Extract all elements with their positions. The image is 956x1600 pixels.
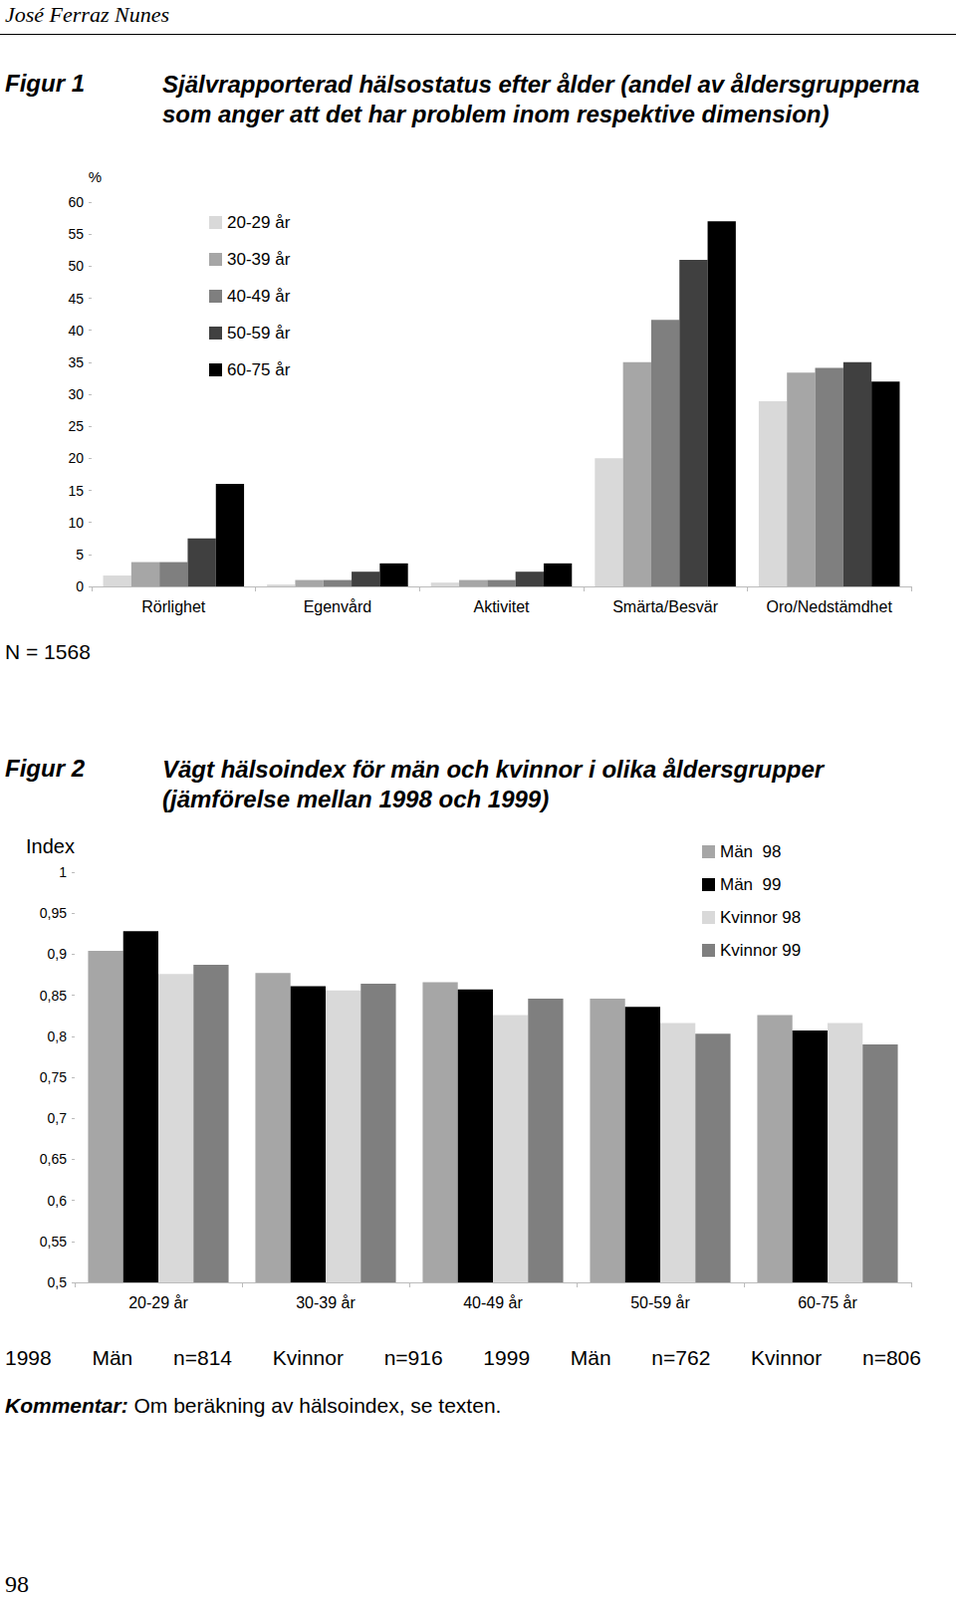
svg-text:40-49 år: 40-49 år	[463, 1294, 523, 1312]
svg-text:0,7: 0,7	[47, 1110, 68, 1127]
svg-text:0: 0	[75, 578, 84, 595]
html-text:n=814: n=814	[173, 1346, 233, 1370]
svg-text:0,6: 0,6	[47, 1193, 68, 1209]
svg-text:25: 25	[67, 418, 84, 435]
html-text:Män: Män	[92, 1346, 133, 1370]
html-text:n=916: n=916	[383, 1346, 443, 1370]
svg-text:0,5: 0,5	[47, 1274, 68, 1291]
svg-text:20-29 år: 20-29 år	[227, 213, 291, 233]
svg-text:20-29 år: 20-29 år	[128, 1294, 189, 1312]
svg-text:0,75: 0,75	[39, 1069, 67, 1086]
svg-text:30-39 år: 30-39 år	[227, 249, 291, 269]
html-text:1999: 1999	[483, 1346, 530, 1370]
svg-text:Egenvård: Egenvård	[303, 598, 373, 616]
svg-text:30-39 år: 30-39 år	[295, 1294, 356, 1312]
html-text:Självrapporterad hälsostatus e: Självrapporterad hälsostatus efter ålder…	[162, 70, 920, 128]
svg-text:40: 40	[67, 322, 84, 339]
svg-text:50: 50	[67, 257, 84, 274]
svg-text:55: 55	[67, 226, 84, 242]
html-text:n=806: n=806	[862, 1346, 922, 1370]
svg-text:%: %	[88, 169, 102, 186]
svg-text:60: 60	[67, 194, 84, 211]
svg-text:20: 20	[67, 450, 84, 467]
html-text:Figur 2: Figur 2	[4, 754, 85, 782]
svg-text:60-75 år: 60-75 år	[227, 360, 291, 380]
html-text:98: 98	[4, 1571, 29, 1598]
svg-text:45: 45	[67, 290, 84, 307]
html-text:José Ferraz Nunes: José Ferraz Nunes	[4, 1, 170, 27]
svg-text:Rörlighet: Rörlighet	[141, 598, 207, 616]
html-text:n=762: n=762	[651, 1346, 711, 1370]
svg-text:Kvinnor 98: Kvinnor 98	[719, 908, 801, 928]
html-text:1998: 1998	[4, 1346, 52, 1370]
svg-text:0,9: 0,9	[47, 946, 68, 962]
svg-text:Oro/Nedstämdhet: Oro/Nedstämdhet	[766, 598, 894, 616]
svg-text:0,85: 0,85	[39, 987, 67, 1004]
svg-text:30: 30	[67, 386, 84, 403]
svg-text:40-49 år: 40-49 år	[227, 286, 291, 306]
svg-text:Män 99: Män 99	[719, 875, 781, 895]
svg-text:1: 1	[58, 864, 67, 881]
html-text:Män: Män	[570, 1346, 612, 1370]
svg-text:50-59 år: 50-59 år	[630, 1294, 691, 1312]
html-text:Vägt hälsoindex för män och kv: Vägt hälsoindex för män och kvinnor i ol…	[162, 755, 824, 813]
svg-text:0,55: 0,55	[39, 1233, 67, 1250]
svg-text:0,8: 0,8	[47, 1028, 68, 1045]
svg-text:60-75 år: 60-75 år	[797, 1294, 858, 1312]
html-text:Kvinnor: Kvinnor	[272, 1346, 344, 1370]
svg-text:Index: Index	[25, 835, 75, 858]
svg-text:0,65: 0,65	[39, 1151, 67, 1168]
svg-text:10: 10	[67, 514, 84, 531]
svg-text:50-59 år: 50-59 år	[227, 323, 291, 343]
svg-text:35: 35	[67, 354, 84, 371]
html-text:Figur 1: Figur 1	[4, 69, 85, 97]
html-text:Kvinnor: Kvinnor	[750, 1346, 822, 1370]
html-text:Kommentar: Om beräkning av häl: Kommentar: Om beräkning av hälsoindex, s…	[4, 1394, 502, 1418]
svg-text:Kvinnor 99: Kvinnor 99	[719, 941, 801, 960]
svg-text:5: 5	[75, 546, 84, 563]
svg-text:Aktivitet: Aktivitet	[473, 598, 530, 616]
svg-text:15: 15	[67, 482, 84, 499]
html-text:N = 1568: N = 1568	[4, 640, 91, 664]
svg-text:Män 98: Män 98	[719, 842, 781, 862]
svg-text:0,95: 0,95	[39, 905, 67, 922]
svg-text:Smärta/Besvär: Smärta/Besvär	[612, 598, 718, 616]
